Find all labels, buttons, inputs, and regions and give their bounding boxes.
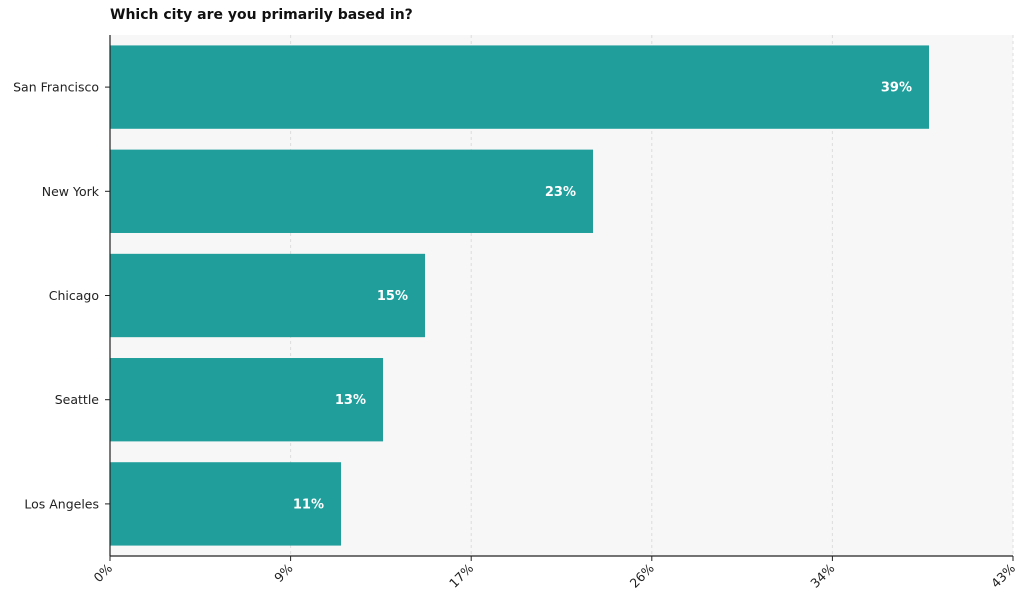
bar-value-label: 13%: [335, 393, 366, 408]
category-label: New York: [42, 184, 100, 199]
category-label: Seattle: [55, 392, 100, 407]
x-tick-label: 9%: [271, 560, 296, 585]
x-tick-label: 26%: [627, 560, 657, 590]
x-axis-ticks: 0% 9% 17% 26% 34% 43%: [90, 556, 1018, 591]
x-tick-label: 43%: [988, 560, 1018, 590]
bar: [110, 358, 383, 442]
bar: [110, 253, 425, 338]
bar: [110, 149, 593, 233]
x-tick-label: 34%: [807, 560, 837, 590]
category-label: San Francisco: [13, 80, 99, 95]
x-tick-label: 0%: [90, 560, 115, 585]
category-label: Los Angeles: [24, 496, 99, 511]
bar-value-label: 15%: [377, 289, 408, 304]
bar: [110, 45, 929, 129]
chart-title: Which city are you primarily based in?: [110, 7, 413, 23]
x-tick-label: 17%: [446, 560, 476, 590]
bar-value-label: 11%: [293, 497, 324, 512]
bar-value-label: 39%: [881, 81, 912, 96]
bar-value-label: 23%: [545, 185, 576, 200]
bars: 39% 23% 15% 13% 11%: [110, 45, 929, 546]
category-labels: San Francisco New York Chicago Seattle Los A…: [13, 80, 110, 511]
category-label: Chicago: [49, 288, 99, 303]
bar: [110, 462, 341, 546]
